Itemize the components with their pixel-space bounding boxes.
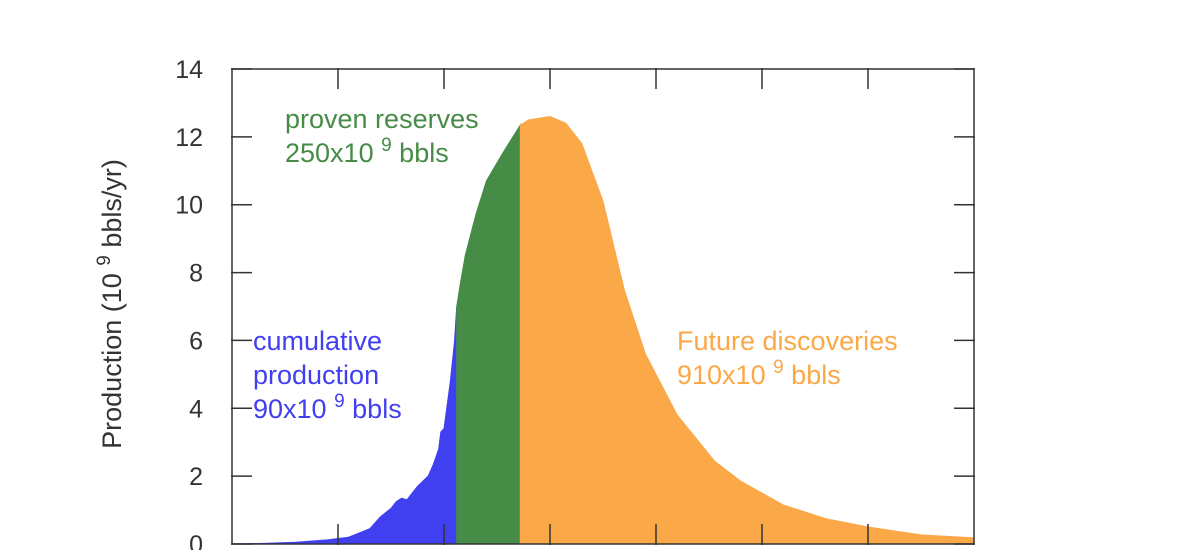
- annotation-sup: 9: [381, 135, 392, 156]
- annotation-unit: bbls: [345, 394, 402, 424]
- area-cumulative: [231, 306, 458, 545]
- area-series-group: [231, 115, 975, 545]
- y-axis-label-sup: 9: [94, 255, 115, 266]
- y-axis-label-prefix: Production (10: [97, 266, 127, 449]
- y-tick-label-6: 6: [189, 327, 203, 355]
- y-axis-label-suffix: bbls/yr): [97, 159, 127, 255]
- annotation-text: production: [253, 360, 379, 390]
- annotation-proven-line-2: 250x10 9 bbls: [285, 135, 449, 168]
- plot-frame: [231, 68, 975, 545]
- y-tick-label-14: 14: [175, 56, 203, 84]
- area-future: [519, 115, 975, 545]
- axes-group: 0 2 4 6 8 10 12 14 Production (10 9 bbls/yr): [94, 56, 975, 550]
- y-tick-label-8: 8: [189, 260, 203, 288]
- y-tick-label-0: 0: [189, 531, 203, 550]
- y-tick-label-4: 4: [189, 395, 203, 423]
- annotation-text: proven reserves: [285, 104, 479, 134]
- area-proven: [456, 123, 521, 545]
- annotation-unit: bbls: [784, 360, 841, 390]
- annotation-text: Future discoveries: [677, 326, 898, 356]
- annotation-text: 910x10: [677, 360, 773, 390]
- annotation-proven-line-1: proven reserves: [285, 104, 479, 134]
- annotation-text: cumulative: [253, 326, 382, 356]
- annotation-cumulative-line-2: production: [253, 360, 379, 390]
- annotation-unit: bbls: [392, 138, 449, 168]
- y-tick-label-10: 10: [175, 192, 203, 220]
- annotation-future-line-2: 910x10 9 bbls: [677, 357, 841, 390]
- annotation-cumulative-line-3: 90x10 9 bbls: [253, 391, 402, 424]
- y-tick-label-2: 2: [189, 463, 203, 491]
- annotation-sup: 9: [773, 357, 784, 378]
- annotation-cumulative-line-1: cumulative: [253, 326, 382, 356]
- annotation-sup: 9: [334, 391, 345, 412]
- y-axis-label: Production (10 9 bbls/yr): [94, 159, 127, 449]
- annotation-text: 250x10: [285, 138, 381, 168]
- y-tick-label-12: 12: [175, 124, 203, 152]
- annotation-text: 90x10: [253, 394, 334, 424]
- annotation-future-line-1: Future discoveries: [677, 326, 898, 356]
